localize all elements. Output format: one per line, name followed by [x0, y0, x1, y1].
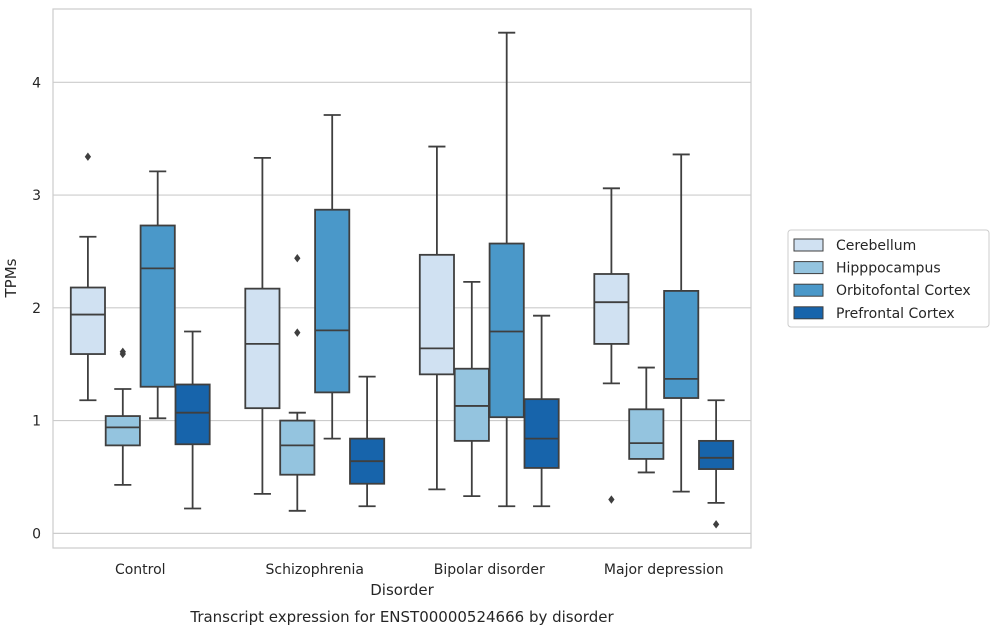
y-tick-label-2: 2 — [32, 301, 41, 317]
legend-frame — [787, 229, 990, 328]
outlier-point-0 — [294, 328, 301, 337]
box-1-1 — [279, 254, 316, 512]
box-body — [104, 415, 141, 447]
box-1-0 — [104, 347, 141, 486]
legend-swatch-3 — [793, 306, 824, 320]
x-tick-label-0: Control — [115, 562, 166, 578]
plot-area-frame — [52, 8, 752, 549]
y-tick-label-4: 4 — [32, 75, 41, 91]
legend-label-1: Hipppocampus — [836, 261, 941, 277]
box-body — [523, 398, 560, 469]
box-body — [663, 290, 700, 399]
box-1-3 — [628, 366, 665, 474]
box-body — [593, 273, 630, 345]
box-0-3 — [593, 187, 630, 504]
x-axis-ticks: Control Schizophrenia Bipolar disorder Majo… — [115, 562, 724, 578]
box-0-1 — [244, 156, 281, 495]
x-tick-label-2: Bipolar disorder — [434, 562, 545, 578]
box-body — [174, 383, 211, 446]
box-3-2 — [523, 314, 560, 508]
x-tick-label-3: Major depression — [604, 562, 724, 578]
boxes — [69, 31, 735, 529]
box-2-0 — [139, 170, 176, 420]
legend-label-2: Orbitofontal Cortex — [836, 283, 971, 299]
legend: Cerebellum Hipppocampus Orbitofontal Corte… — [787, 229, 990, 328]
box-2-3 — [663, 153, 700, 493]
box-body — [314, 208, 351, 394]
box-3-0 — [174, 330, 211, 510]
legend-swatch-1 — [793, 261, 824, 275]
box-body — [453, 367, 490, 442]
box-2-2 — [488, 31, 525, 508]
legend-swatch-2 — [793, 283, 824, 297]
box-body — [69, 286, 106, 355]
legend-label-0: Cerebellum — [836, 238, 916, 254]
y-axis-ticks: 0 1 2 3 4 — [32, 75, 41, 542]
y-tick-label-1: 1 — [32, 414, 41, 430]
y-axis-label: TPMs — [2, 258, 20, 298]
box-body — [418, 253, 455, 376]
legend-label-3: Prefrontal Cortex — [836, 306, 955, 322]
box-1-2 — [453, 280, 490, 498]
outlier-point-0 — [84, 152, 92, 161]
x-tick-label-1: Schizophrenia — [266, 562, 364, 578]
box-body — [488, 242, 525, 419]
outlier-point-0 — [608, 495, 615, 504]
box-body — [628, 408, 665, 460]
box-0-2 — [418, 145, 455, 491]
box-3-1 — [349, 375, 386, 508]
box-body — [279, 419, 316, 476]
box-0-0 — [69, 152, 106, 402]
y-tick-label-0: 0 — [32, 526, 41, 542]
outlier-point-1 — [294, 254, 301, 263]
outlier-point-1 — [119, 347, 126, 356]
box-3-3 — [698, 399, 735, 529]
box-body — [698, 439, 735, 470]
chart-caption: Transcript expression for ENST0000052466… — [189, 608, 614, 626]
box-body — [244, 287, 281, 410]
legend-swatch-0 — [793, 238, 824, 252]
outlier-point-0 — [712, 520, 720, 529]
y-tick-label-3: 3 — [32, 188, 41, 204]
box-2-1 — [314, 114, 351, 440]
box-body — [139, 224, 176, 388]
x-axis-label: Disorder — [370, 581, 434, 599]
